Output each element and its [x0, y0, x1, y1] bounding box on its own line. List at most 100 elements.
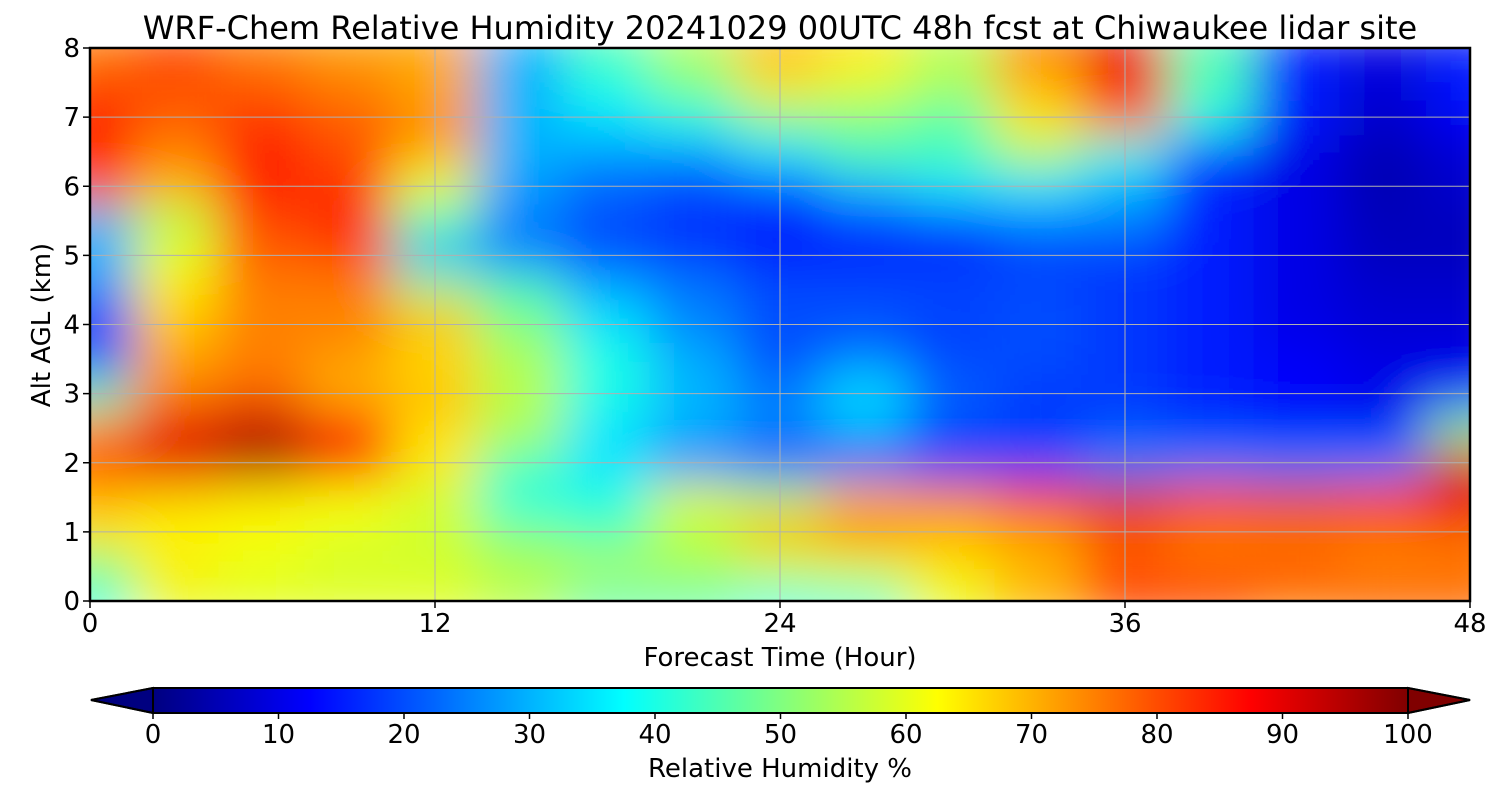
colorbar-tick-label: 50 — [764, 720, 797, 750]
heatmap-cell — [1339, 48, 1428, 67]
y-tick-label: 3 — [63, 380, 80, 410]
heatmap-cell — [649, 340, 738, 378]
heatmap-cell — [304, 64, 393, 101]
y-tick-label: 2 — [63, 449, 80, 479]
heatmap-cell — [477, 48, 566, 67]
heatmap-cell — [1425, 409, 1470, 447]
heatmap-cell — [1339, 340, 1428, 378]
colorbar: 0 10 20 30 40 50 60 70 80 90 100 Relative Humidity… — [90, 686, 1471, 784]
heatmap-cell — [649, 582, 738, 601]
heatmap-cell — [563, 271, 652, 309]
heatmap-cell — [218, 409, 307, 447]
heatmap-cell — [477, 340, 566, 378]
heatmap-cell — [649, 409, 738, 447]
x-tick-label: 36 — [1108, 609, 1141, 639]
heatmap-cell — [304, 340, 393, 378]
heatmap-cell — [1425, 548, 1470, 585]
heatmap-cell — [994, 133, 1083, 170]
heatmap-cell — [1253, 48, 1342, 67]
colorbar-tick-label: 70 — [1015, 720, 1048, 750]
heatmap-cell — [822, 582, 911, 601]
y-axis-label: Alt AGL (km) — [27, 243, 57, 407]
y-tick-label: 1 — [63, 518, 80, 548]
heatmap-cell — [908, 340, 997, 378]
heatmap-cell — [90, 548, 135, 585]
heatmap-cell — [304, 133, 393, 170]
heatmap-cell — [1253, 64, 1342, 101]
chart-title: WRF-Chem Relative Humidity 20241029 00UT… — [143, 9, 1417, 47]
heatmap-cell — [132, 202, 221, 240]
heatmap-cell — [90, 479, 135, 516]
x-tick-label: 24 — [763, 609, 796, 639]
heatmap-cell — [304, 202, 393, 240]
heatmap-cell — [1167, 340, 1256, 378]
colorbar-tick-label: 100 — [1383, 720, 1433, 750]
heatmap-cell — [994, 48, 1083, 67]
heatmap-cell — [563, 479, 652, 516]
heatmap-cell — [218, 202, 307, 240]
heatmap-cell — [132, 64, 221, 101]
heatmap-cell — [132, 340, 221, 378]
y-tick-label: 0 — [63, 587, 80, 617]
heatmap-cell — [994, 340, 1083, 378]
heatmap-cell — [994, 64, 1083, 101]
heatmap-cell — [908, 409, 997, 447]
heatmap-cell — [477, 202, 566, 240]
heatmap-cell — [822, 340, 911, 378]
heatmap-cell — [132, 133, 221, 170]
heatmap-cell — [218, 64, 307, 101]
heatmap-cell — [477, 133, 566, 170]
heatmap-cell — [1253, 409, 1342, 447]
x-tick-label: 12 — [418, 609, 451, 639]
heatmap-cell — [994, 582, 1083, 601]
heatmap-cell — [1253, 202, 1342, 240]
heatmap-cell — [563, 409, 652, 447]
heatmap-cell — [563, 48, 652, 67]
heatmap-cell — [563, 548, 652, 585]
heatmap-cell — [649, 64, 738, 101]
heatmap-cell — [994, 479, 1083, 516]
heatmap-cell — [563, 340, 652, 378]
heatmap-cell — [1167, 133, 1256, 170]
heatmap-cell — [563, 64, 652, 101]
colorbar-tick-label: 90 — [1266, 720, 1299, 750]
heatmap-cell — [218, 548, 307, 585]
heatmap-cell — [649, 133, 738, 170]
heatmap-cell — [304, 548, 393, 585]
heatmap-cell — [304, 409, 393, 447]
y-axis: 0 1 2 3 4 5 6 7 8 — [63, 34, 90, 617]
colorbar-ticks: 0 10 20 30 40 50 60 70 80 90 100 — [145, 713, 1433, 750]
heatmap-cell — [218, 582, 307, 601]
colorbar-extend-min — [90, 686, 154, 715]
y-tick-label: 7 — [63, 103, 80, 133]
heatmap-cell — [304, 48, 393, 67]
heatmap-cell — [1253, 582, 1342, 601]
heatmap-cell — [1167, 202, 1256, 240]
heatmap-cell — [1425, 271, 1470, 309]
heatmap-cell — [908, 548, 997, 585]
colorbar-tick-label: 20 — [387, 720, 420, 750]
colorbar-tick-label: 40 — [638, 720, 671, 750]
heatmap-cell — [908, 582, 997, 601]
heatmap-cell — [994, 271, 1083, 309]
heatmap-cell — [908, 64, 997, 101]
heatmap-cell — [132, 409, 221, 447]
x-tick-label: 0 — [82, 609, 99, 639]
heatmap-cell — [90, 133, 135, 170]
heatmap-cell — [1339, 133, 1428, 170]
heatmap-cell — [994, 548, 1083, 585]
heatmap-cell — [563, 202, 652, 240]
heatmap-cell — [1339, 479, 1428, 516]
heatmap-cell — [477, 479, 566, 516]
heatmap-cell — [90, 202, 135, 240]
heatmap-cell — [218, 271, 307, 309]
heatmap-cell — [563, 133, 652, 170]
colorbar-label: Relative Humidity % — [648, 754, 912, 784]
colorbar-gradient — [153, 688, 1408, 713]
heatmap-cell — [908, 202, 997, 240]
heatmap-cell — [649, 202, 738, 240]
colorbar-tick-label: 60 — [889, 720, 922, 750]
heatmap-cell — [1167, 64, 1256, 101]
heatmap-cell — [132, 48, 221, 67]
